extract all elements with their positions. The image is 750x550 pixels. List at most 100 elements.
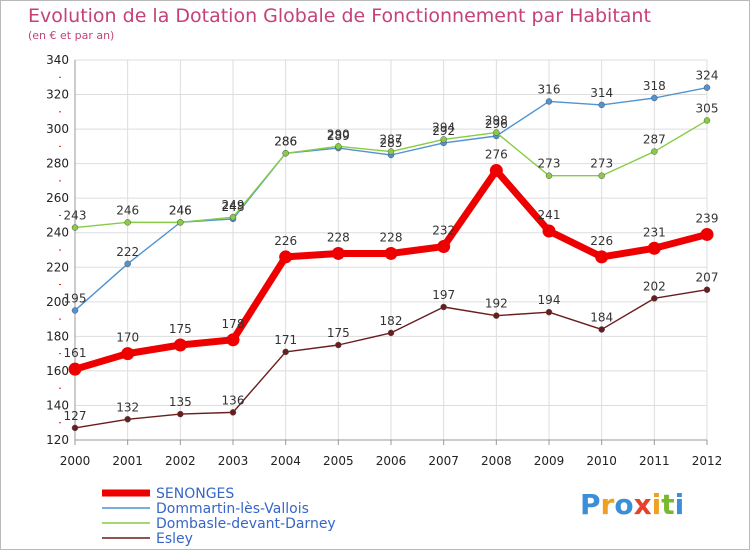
data-point [703, 117, 711, 124]
x-tick-label: 2003 [218, 454, 249, 468]
logo-letter: P [580, 488, 601, 521]
data-point [124, 219, 131, 226]
data-label: 136 [222, 393, 245, 407]
data-label: 182 [380, 314, 403, 328]
data-label: 246 [116, 203, 139, 217]
x-tick-label: 2011 [639, 454, 670, 468]
data-point [71, 224, 79, 231]
data-point [387, 148, 395, 155]
chart-subtitle: (en € et par an) [28, 29, 115, 42]
data-point [598, 172, 605, 179]
y-tick-label: 180 [46, 329, 69, 343]
data-label: 195 [64, 291, 87, 305]
logo-letter: x [633, 488, 652, 521]
data-label: 135 [169, 395, 192, 409]
logo-letter: r [600, 488, 615, 521]
data-label: 314 [590, 86, 613, 100]
data-label: 194 [538, 293, 561, 307]
data-point [545, 98, 553, 105]
data-point [651, 295, 658, 302]
data-point [279, 250, 293, 264]
x-tick-label: 2005 [323, 454, 354, 468]
data-point [489, 164, 503, 178]
y-tick-label: 220 [46, 260, 69, 274]
data-point [440, 136, 447, 143]
data-point [335, 143, 342, 150]
data-label: 228 [327, 230, 350, 244]
data-label: 222 [116, 245, 139, 259]
data-label: 273 [538, 157, 561, 171]
data-label: 296 [485, 117, 508, 131]
x-tick-label: 2008 [481, 454, 512, 468]
data-point [703, 286, 711, 293]
data-point [282, 348, 289, 356]
data-label: 170 [116, 331, 139, 345]
data-label: 228 [380, 230, 403, 244]
data-label: 287 [380, 133, 403, 147]
logo-letter: o [614, 488, 634, 521]
x-tick-label: 2000 [60, 454, 91, 468]
data-label: 175 [169, 322, 192, 336]
data-point [331, 246, 345, 260]
data-point [68, 362, 82, 376]
data-point [229, 213, 237, 221]
data-label: 192 [485, 297, 508, 311]
data-label: 178 [222, 317, 245, 331]
data-label: 171 [274, 333, 297, 347]
data-point [651, 148, 658, 155]
data-point [71, 424, 79, 432]
data-label: 289 [327, 129, 350, 143]
x-tick-label: 2007 [428, 454, 459, 468]
logo-letter: t [661, 488, 675, 521]
data-point [545, 172, 553, 179]
data-label: 249 [222, 198, 245, 212]
proxiti-logo: Proxiti [580, 488, 684, 521]
data-point [226, 333, 240, 347]
data-label: 324 [696, 69, 719, 83]
logo-letter: i [651, 488, 662, 521]
data-label: 286 [274, 134, 297, 148]
data-point [124, 416, 131, 423]
data-label: 207 [696, 271, 719, 285]
data-point [437, 240, 451, 254]
y-tick-label: 120 [46, 433, 69, 447]
data-point [173, 338, 187, 352]
x-tick-label: 2006 [376, 454, 407, 468]
data-point [335, 341, 342, 349]
data-point [595, 250, 609, 264]
data-label: 243 [64, 209, 87, 223]
data-label: 127 [64, 409, 87, 423]
data-label: 294 [432, 120, 455, 134]
x-tick-label: 2012 [692, 454, 723, 468]
data-label: 287 [643, 133, 666, 147]
y-tick-label: 260 [46, 191, 69, 205]
data-label: 239 [696, 211, 719, 225]
data-label: 132 [116, 400, 139, 414]
data-point [493, 129, 500, 136]
data-point [493, 312, 500, 319]
data-label: 316 [538, 82, 561, 96]
data-label: 226 [590, 234, 613, 248]
data-point [121, 347, 135, 361]
y-tick-label: 280 [46, 157, 69, 171]
data-point [703, 84, 711, 91]
y-tick-label: 320 [46, 88, 69, 102]
data-point [177, 219, 184, 226]
data-label: 305 [696, 101, 719, 115]
data-point [282, 150, 289, 157]
data-point [124, 260, 131, 268]
data-label: 232 [432, 224, 455, 238]
data-point [598, 101, 605, 109]
data-label: 175 [327, 326, 350, 340]
data-label: 286 [274, 134, 297, 148]
logo-letter: i [674, 488, 685, 521]
x-tick-label: 2004 [270, 454, 301, 468]
x-tick-label: 2010 [586, 454, 617, 468]
data-label: 285 [380, 136, 403, 150]
data-point [700, 227, 714, 241]
data-point [384, 246, 398, 260]
data-label: 298 [485, 114, 508, 128]
data-label: 184 [590, 310, 613, 324]
y-tick-label: 300 [46, 122, 69, 136]
data-point [387, 329, 395, 337]
